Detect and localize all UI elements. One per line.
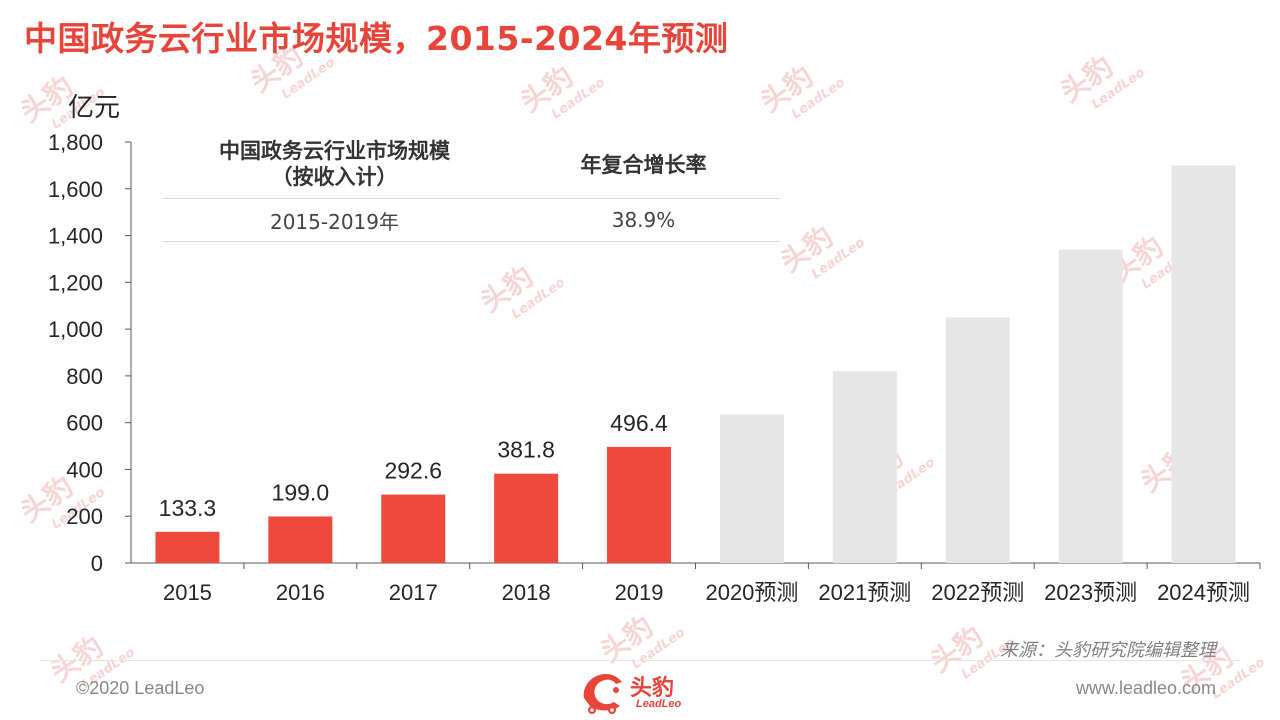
bar xyxy=(494,473,559,563)
website-link[interactable]: www.leadleo.com xyxy=(1075,678,1216,698)
x-tick-label: 2015 xyxy=(163,580,212,605)
period-cell: 2015-2019年 xyxy=(269,209,399,234)
metric-header: 中国政务云行业市场规模 （按收入计） xyxy=(162,138,507,190)
y-tick-label: 1,400 xyxy=(48,224,103,249)
y-tick-label: 1,800 xyxy=(48,130,103,155)
metric-header-title: 中国政务云行业市场规模 xyxy=(219,139,450,163)
metric-header-subtitle: （按收入计） xyxy=(271,165,398,189)
y-axis-label: 亿元 xyxy=(68,92,120,122)
x-tick-label: 2019 xyxy=(615,580,664,605)
y-tick-label: 400 xyxy=(66,457,103,482)
footer-divider xyxy=(40,660,1240,661)
leopard-logo-icon xyxy=(583,674,622,714)
logo-text-cn: 头豹 xyxy=(630,676,675,701)
y-tick-label: 1,000 xyxy=(48,317,103,342)
data-label: 381.8 xyxy=(497,437,555,463)
y-tick-label: 600 xyxy=(66,411,103,436)
y-tick-label: 0 xyxy=(91,551,103,576)
x-tick-label: 2021预测 xyxy=(818,580,911,605)
bar xyxy=(607,446,672,563)
forecast-bar xyxy=(945,317,1010,563)
data-label: 133.3 xyxy=(159,495,217,521)
x-tick-label: 2017 xyxy=(389,580,438,605)
y-tick-label: 1,600 xyxy=(48,177,103,202)
x-tick-label: 2022预测 xyxy=(931,580,1024,605)
x-tick-label: 2018 xyxy=(502,580,551,605)
leadleo-logo: 头豹 LeadLeo xyxy=(578,664,708,716)
rate-header: 年复合增长率 xyxy=(580,153,707,177)
y-tick-label: 800 xyxy=(66,364,103,389)
bar xyxy=(268,516,333,563)
cagr-table-row: 2015-2019年 38.9% xyxy=(162,199,780,242)
forecast-bar xyxy=(1058,249,1123,564)
y-tick-label: 200 xyxy=(66,504,103,529)
x-tick-label: 2020预测 xyxy=(705,580,798,605)
cagr-table: 中国政务云行业市场规模 （按收入计） 年复合增长率 2015-2019年 38.… xyxy=(162,130,780,242)
data-label: 199.0 xyxy=(272,479,330,505)
source-note: 来源：头豹研究院编辑整理 xyxy=(1000,640,1216,661)
forecast-bar xyxy=(1171,165,1236,563)
cagr-table-header: 中国政务云行业市场规模 （按收入计） 年复合增长率 xyxy=(162,130,780,199)
x-tick-label: 2016 xyxy=(276,580,325,605)
bar xyxy=(155,531,220,563)
forecast-bar xyxy=(719,414,784,563)
logo-text-en: LeadLeo xyxy=(636,698,682,710)
y-tick-label: 1,200 xyxy=(48,270,103,295)
data-label: 292.6 xyxy=(384,458,442,484)
data-label: 496.4 xyxy=(610,410,668,436)
cagr-cell: 38.9% xyxy=(611,208,676,232)
bar xyxy=(381,494,446,563)
x-tick-label: 2023预测 xyxy=(1044,580,1137,605)
copyright-text: ©2020 LeadLeo xyxy=(76,678,205,698)
x-tick-label: 2024预测 xyxy=(1157,580,1250,605)
forecast-bar xyxy=(832,371,897,563)
page-title: 中国政务云行业市场规模，2015-2024年预测 xyxy=(24,19,729,58)
